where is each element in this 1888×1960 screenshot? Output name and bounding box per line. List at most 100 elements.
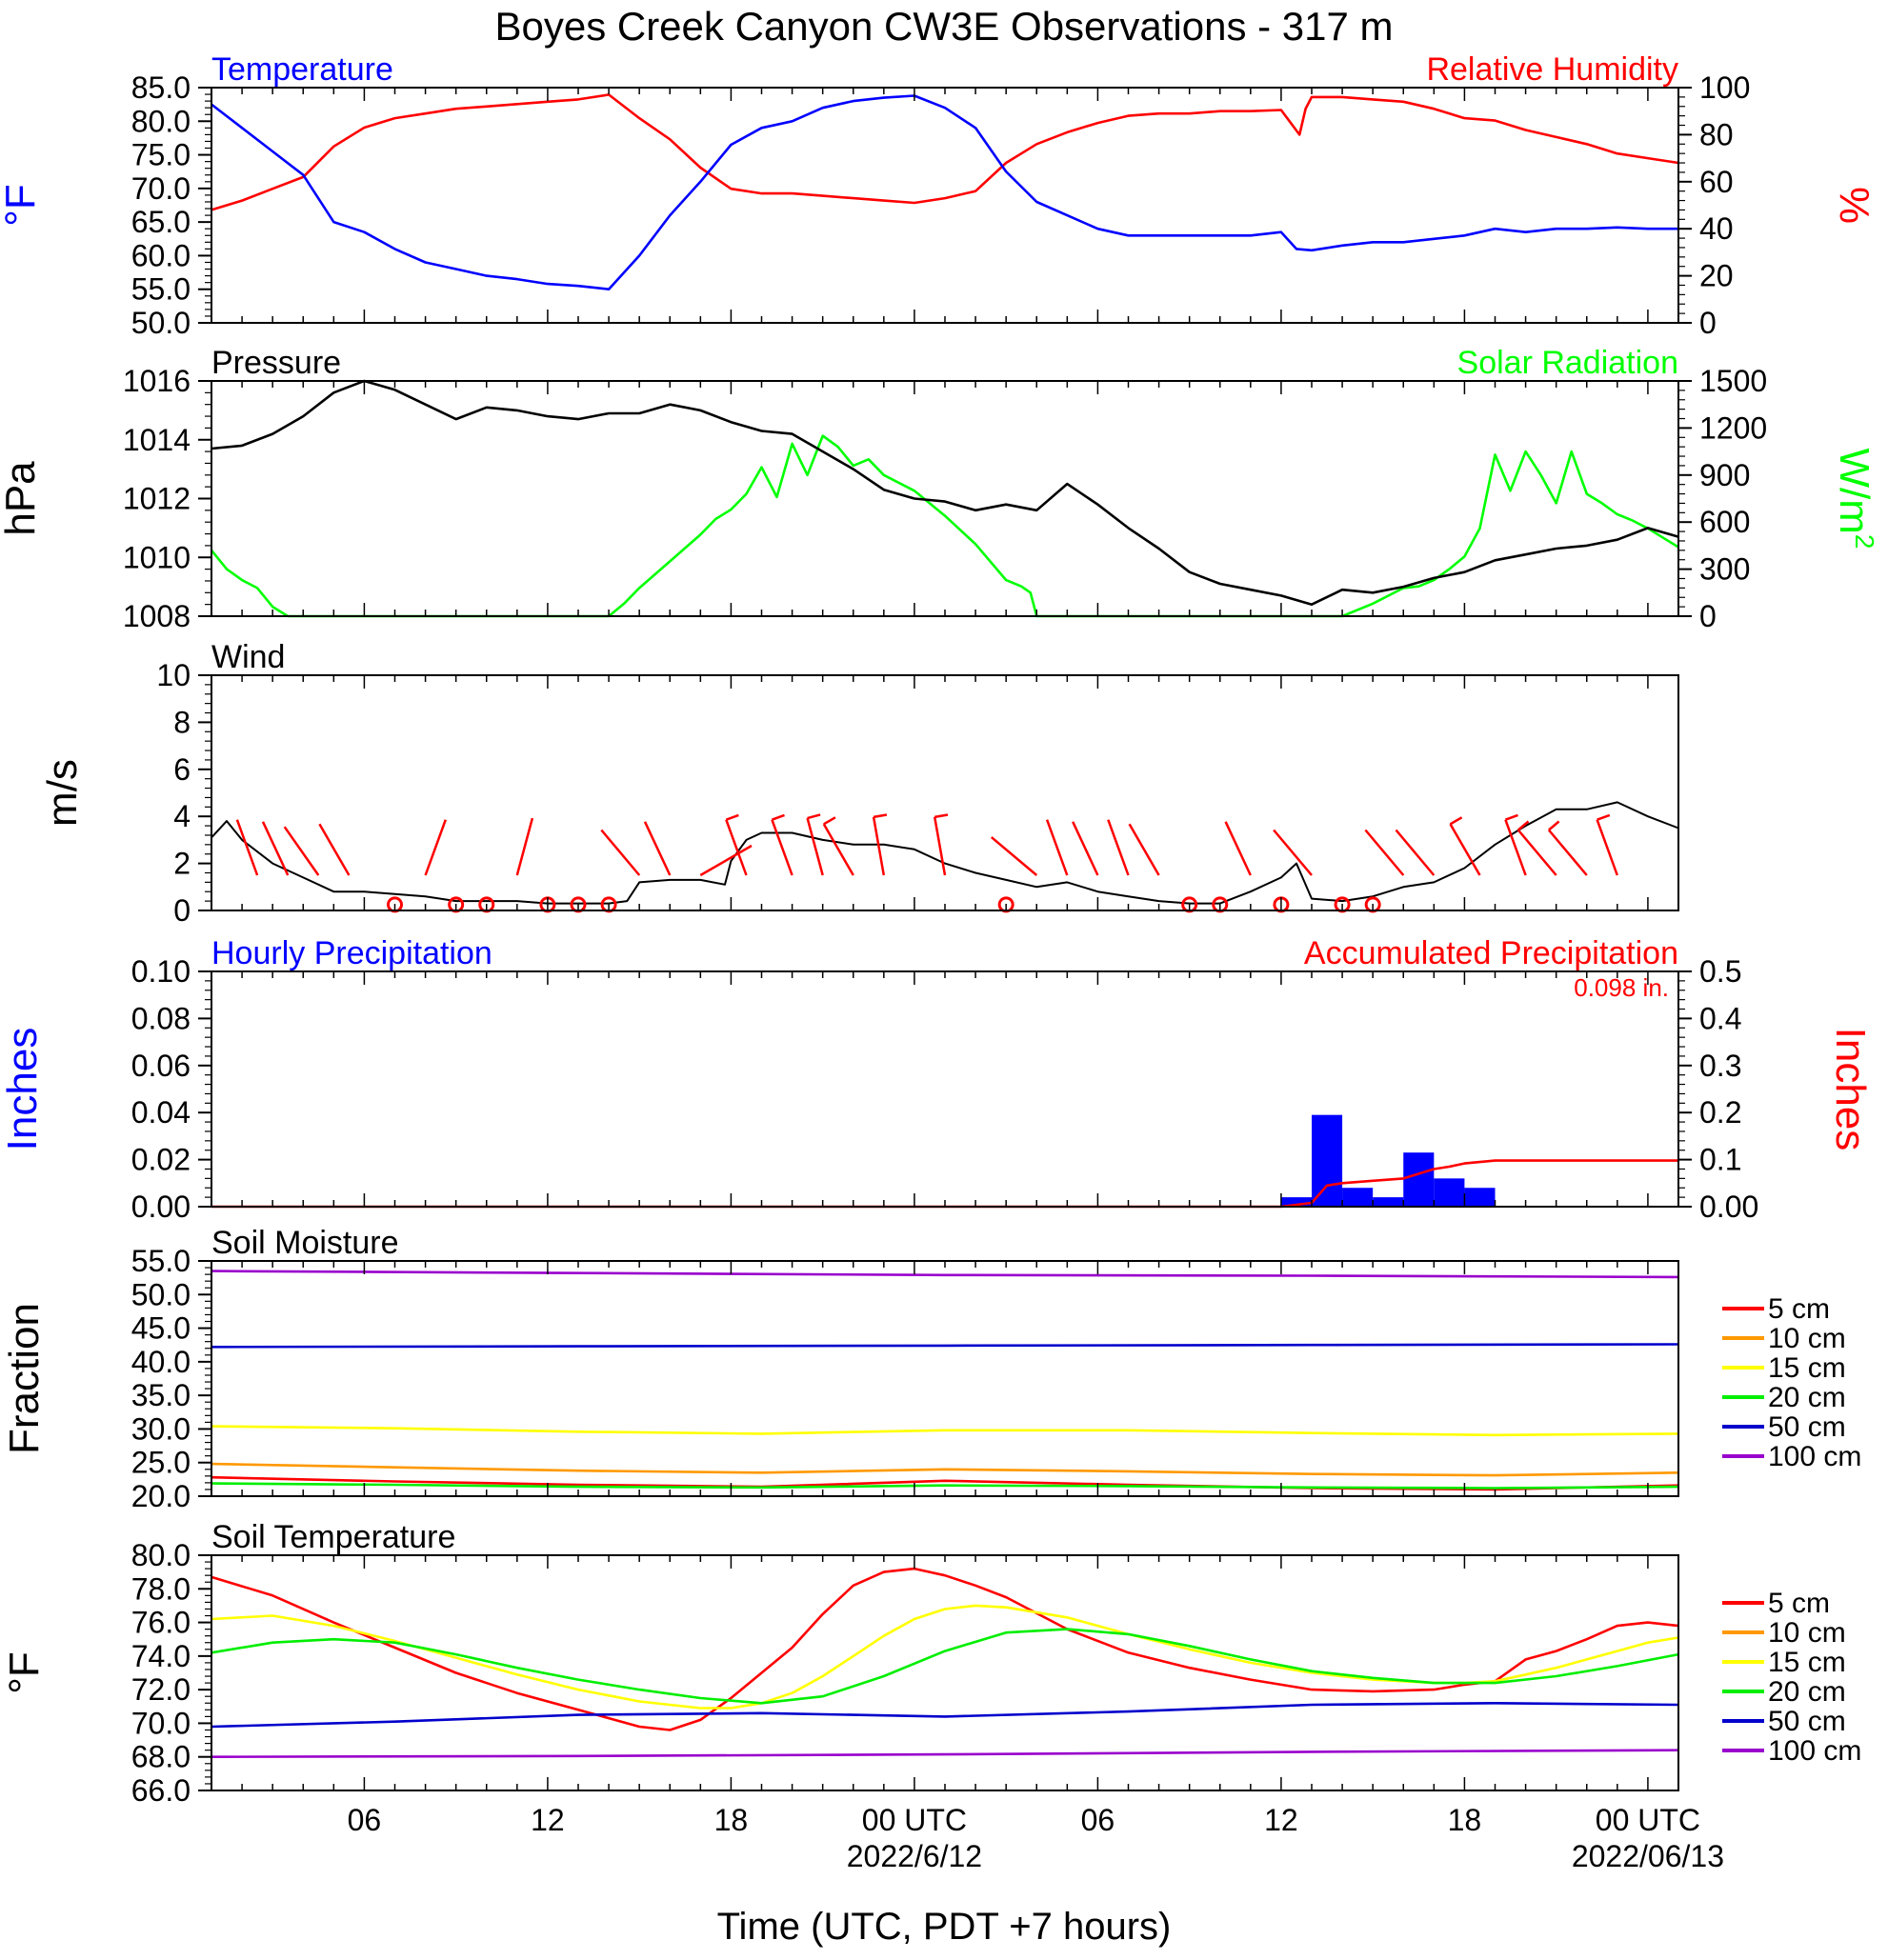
hourly-precip-bar: [1373, 1197, 1404, 1207]
wind-barb-staff: [1045, 819, 1069, 876]
x-tick-label: 00 UTC: [1596, 1803, 1700, 1837]
soil-temperature-unit: °F: [1, 1651, 48, 1693]
wind-barb-staff: [1072, 821, 1099, 876]
wind-barb-flag: [1597, 813, 1611, 821]
temperature-rh-y-tick-label: 65.0: [131, 205, 191, 239]
pressure-solar-y-tick-label: 1010: [123, 540, 191, 574]
x-date-label: 2022/6/12: [847, 1839, 982, 1873]
soil-moisture-line-15cm: [211, 1425, 1679, 1437]
soil-temperature-y-tick-label: 76.0: [131, 1606, 191, 1640]
soil-temperature-legend-label: 15 cm: [1768, 1647, 1846, 1678]
temperature-rh-y-tick-label: 60.0: [131, 238, 191, 272]
panel-temperature-rh: Temperature Relative Humidity°F %50.055.06…: [0, 51, 1878, 340]
wind-title: Wind: [211, 639, 285, 675]
temperature-rh-y-tick-label: 50.0: [131, 306, 191, 340]
soil-temperature-y-tick-label: 72.0: [131, 1672, 191, 1707]
soil-temperature-line-5cm: [211, 1567, 1679, 1731]
soil-temperature-legend-label: 20 cm: [1768, 1676, 1846, 1708]
temperature-rh-y2-tick-label: 100: [1699, 70, 1750, 105]
wind-barb-flag: [725, 813, 739, 821]
precipitation-y-tick-label: 0.06: [131, 1049, 191, 1083]
panel-pressure-solar: Pressure Solar Radiation hPa W/m2 1008 1010 10…: [0, 345, 1879, 633]
x-tick-label: 12: [531, 1803, 565, 1837]
wind-barb-staff: [1395, 829, 1436, 876]
soil-moisture-y-tick-label: 50.0: [131, 1277, 191, 1311]
wind-barb-staff: [1364, 829, 1405, 876]
soil-temperature-legend-label: 5 cm: [1768, 1588, 1830, 1619]
wind-y-tick-label: 2: [173, 847, 191, 881]
accum-precip-total: 0.098 in.: [1574, 973, 1669, 1002]
x-tick-label: 06: [348, 1803, 382, 1837]
temperature-rh-y-tick-label: 85.0: [131, 70, 191, 105]
soil-moisture-line-10cm: [211, 1462, 1679, 1477]
temperature-rh-y-tick-label: 80.0: [131, 104, 191, 138]
temperature-rh-y2-tick-label: 20: [1699, 259, 1734, 293]
solar-unit: W/m2: [1831, 449, 1879, 550]
temperature-rh-y2-tick-label: 40: [1699, 211, 1734, 246]
hourly-precip-bar: [1342, 1188, 1374, 1207]
x-axis-label: Time (UTC, PDT +7 hours): [717, 1906, 1172, 1948]
wind-barb-staff: [872, 816, 886, 876]
soil-temperature-title: Soil Temperature: [211, 1519, 455, 1555]
wind-barb-staff: [318, 823, 351, 876]
precipitation-y2-tick-label: 0.1: [1699, 1143, 1741, 1177]
humidity-unit: %: [1831, 187, 1878, 224]
wind-barb-staff: [600, 829, 641, 876]
soil-temperature-y-tick-label: 66.0: [131, 1773, 191, 1808]
chart-title: Boyes Creek Canyon CW3E Observations - 3…: [494, 4, 1393, 49]
pressure-solar-y-tick-label: 1016: [123, 364, 191, 398]
hourly-precip-title: Hourly Precipitation: [211, 935, 492, 971]
wind-barb-flag: [823, 816, 836, 826]
pressure-solar-y2-tick-label: 300: [1699, 552, 1750, 587]
panel-precipitation: Hourly Precipitation Accumulated Precipit…: [0, 935, 1874, 1224]
soil-moisture-y-tick-label: 55.0: [131, 1244, 191, 1278]
wind-barb-staff: [261, 821, 290, 876]
pressure-solar-y2-tick-label: 1200: [1699, 410, 1767, 445]
precipitation-y2-tick-label: 0.5: [1699, 954, 1741, 989]
wind-barb-flag: [1449, 816, 1463, 826]
precipitation-y-tick-label: 0.02: [131, 1143, 191, 1177]
soil-moisture-title: Soil Moisture: [211, 1225, 399, 1261]
pressure-unit: hPa: [0, 461, 44, 536]
soil-temperature-legend-label: 50 cm: [1768, 1706, 1846, 1737]
precipitation-y-tick-label: 0.00: [131, 1190, 191, 1224]
wind-barb-staff: [771, 819, 793, 876]
wind-barb-staff: [1596, 819, 1618, 876]
wind-y-tick-label: 6: [173, 752, 191, 787]
solar-unit-superscript: 2: [1850, 534, 1879, 550]
temperature-rh-y2-tick-label: 60: [1699, 165, 1734, 199]
hourly-precip-bar: [1312, 1114, 1343, 1207]
x-tick-label: 00 UTC: [862, 1803, 967, 1837]
soil-moisture-line-50cm: [211, 1343, 1679, 1349]
soil-moisture-y-tick-label: 25.0: [131, 1446, 191, 1480]
soil-temperature-legend-label: 10 cm: [1768, 1617, 1846, 1649]
temperature-rh-y2-tick-label: 0: [1699, 306, 1717, 340]
wind-barb-staff: [235, 819, 259, 876]
soil-moisture-y-tick-label: 30.0: [131, 1411, 191, 1446]
soil-moisture-legend-label: 50 cm: [1768, 1411, 1846, 1443]
wind-barb-staff: [1128, 823, 1160, 876]
wind-barb-flag: [1504, 813, 1518, 821]
wind-barb-staff: [806, 817, 824, 876]
accum-precip-line: [211, 1159, 1678, 1209]
soil-temperature-line-15cm: [211, 1604, 1679, 1710]
wind-barb-flag: [934, 813, 949, 819]
wind-barb-staff: [990, 836, 1038, 876]
pressure-solar-y-tick-label: 1014: [123, 423, 191, 457]
pressure-solar-y2-tick-label: 0: [1699, 599, 1717, 633]
accum-precip-unit: Inches: [1827, 1028, 1874, 1151]
wind-barb-staff: [283, 826, 320, 876]
wind-barb-staff: [1504, 819, 1527, 876]
pressure-solar-y2-tick-label: 900: [1699, 458, 1750, 492]
soil-temperature-y-tick-label: 68.0: [131, 1740, 191, 1774]
temperature-rh-y-tick-label: 70.0: [131, 171, 191, 206]
hourly-precip-bar: [1280, 1197, 1312, 1207]
soil-temperature-y-tick-label: 70.0: [131, 1706, 191, 1740]
hourly-precip-bar: [1434, 1178, 1465, 1207]
soil-moisture-y-tick-label: 40.0: [131, 1345, 191, 1379]
wind-y-tick-label: 0: [173, 893, 191, 928]
wind-barb-staff: [1449, 823, 1481, 876]
